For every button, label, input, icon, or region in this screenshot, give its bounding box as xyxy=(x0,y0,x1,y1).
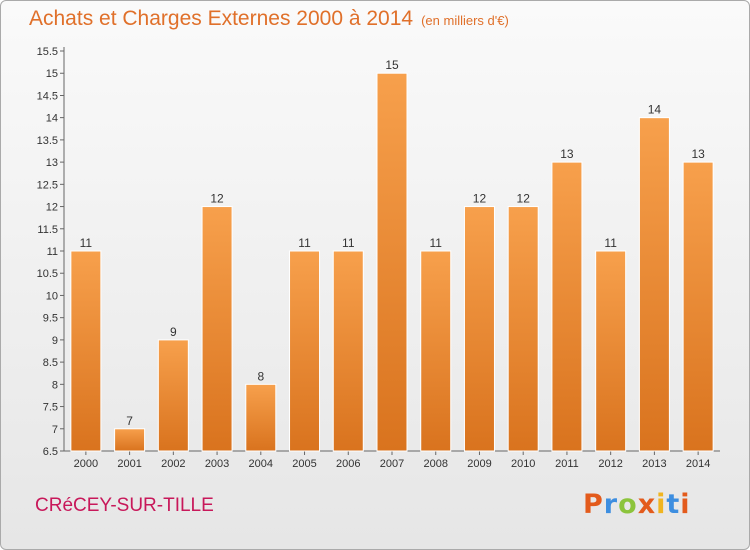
value-label-2003: 12 xyxy=(210,192,224,206)
value-label-2012: 11 xyxy=(604,236,617,250)
bar-2006 xyxy=(332,250,364,452)
value-label-2001: 7 xyxy=(126,414,133,428)
bar-2000 xyxy=(70,250,102,452)
value-label-2011: 13 xyxy=(560,147,574,161)
bar-2003 xyxy=(201,206,233,452)
logo-letter: i xyxy=(680,489,691,520)
bar-2014 xyxy=(682,161,714,452)
y-tick-label: 11 xyxy=(47,246,58,258)
logo-letter: i xyxy=(656,489,667,520)
value-label-2007: 15 xyxy=(385,58,399,72)
chart-title-text: Achats et Charges Externes 2000 à 2014 xyxy=(29,7,414,30)
x-tick-label-2009: 2009 xyxy=(467,458,491,470)
proxiti-logo[interactable]: Proxiti xyxy=(583,489,691,520)
y-tick-label: 13 xyxy=(46,157,58,169)
y-tick-label: 9 xyxy=(52,335,58,347)
value-label-2014: 13 xyxy=(691,147,705,161)
y-tick-label: 10 xyxy=(46,290,58,302)
x-tick-label-2001: 2001 xyxy=(117,458,141,470)
y-tick-label: 14 xyxy=(46,113,58,125)
x-tick-label-2014: 2014 xyxy=(686,458,710,470)
value-label-2008: 11 xyxy=(429,236,442,250)
x-tick-label-2002: 2002 xyxy=(161,458,185,470)
chart-title: Achats et Charges Externes 2000 à 2014 (e… xyxy=(29,7,509,31)
y-tick-label: 6.5 xyxy=(43,446,58,458)
y-tick-label: 11.5 xyxy=(37,224,58,236)
value-label-2000: 11 xyxy=(80,236,93,250)
bar-2005 xyxy=(289,250,321,452)
bar-2013 xyxy=(638,117,670,452)
y-tick-label: 12 xyxy=(46,202,58,214)
bar-2002 xyxy=(157,339,189,452)
city-name: CRéCEY-SUR-TILLE xyxy=(35,495,214,516)
bar-2011 xyxy=(551,161,583,452)
value-label-2004: 8 xyxy=(257,369,264,383)
x-tick-label-2007: 2007 xyxy=(380,458,404,470)
x-tick-label-2005: 2005 xyxy=(292,458,316,470)
bar-2010 xyxy=(507,206,539,452)
bar-2004 xyxy=(245,383,277,452)
x-tick-label-2013: 2013 xyxy=(642,458,666,470)
bar-2009 xyxy=(463,206,495,452)
x-tick-label-2006: 2006 xyxy=(336,458,360,470)
x-tick-label-2008: 2008 xyxy=(423,458,447,470)
bar-2008 xyxy=(420,250,452,452)
logo-letter: r xyxy=(603,489,619,520)
x-tick-label-2010: 2010 xyxy=(511,458,535,470)
value-label-2002: 9 xyxy=(170,325,177,339)
y-tick-label: 7 xyxy=(52,424,58,436)
bar-2007 xyxy=(376,72,408,452)
data-labels: 11 7 9 12 8 11 11 15 11 12 12 13 11 14 13 xyxy=(80,58,705,428)
y-tick-label: 8 xyxy=(52,379,58,391)
y-tick-label: 13.5 xyxy=(37,135,58,147)
x-tick-label-2011: 2011 xyxy=(555,458,579,470)
y-tick-label: 15 xyxy=(46,68,58,80)
value-label-2013: 14 xyxy=(648,103,662,117)
y-tick-label: 9.5 xyxy=(43,313,58,325)
bar-2012 xyxy=(595,250,627,452)
logo-letter: P xyxy=(583,489,604,520)
value-label-2005: 11 xyxy=(298,236,311,250)
x-tick-label-2000: 2000 xyxy=(74,458,98,470)
logo-letter: x xyxy=(637,489,657,520)
chart-unit: (en milliers d'€) xyxy=(421,13,509,28)
y-tick-label: 10.5 xyxy=(37,268,58,280)
bars xyxy=(70,72,714,452)
bar-2001 xyxy=(114,428,146,452)
value-label-2006: 11 xyxy=(342,236,355,250)
value-label-2009: 12 xyxy=(473,192,487,206)
y-tick-label: 14.5 xyxy=(37,90,58,102)
y-tick-label: 15.5 xyxy=(37,46,58,58)
y-tick-label: 12.5 xyxy=(37,179,58,191)
logo-letter: o xyxy=(618,489,638,520)
x-tick-label-2004: 2004 xyxy=(249,458,273,470)
value-label-2010: 12 xyxy=(517,192,531,206)
y-tick-label: 8.5 xyxy=(43,357,58,369)
x-tick-label-2003: 2003 xyxy=(205,458,229,470)
x-tick-label-2012: 2012 xyxy=(598,458,622,470)
logo-letter: t xyxy=(666,489,681,520)
y-tick-label: 7.5 xyxy=(43,402,58,414)
